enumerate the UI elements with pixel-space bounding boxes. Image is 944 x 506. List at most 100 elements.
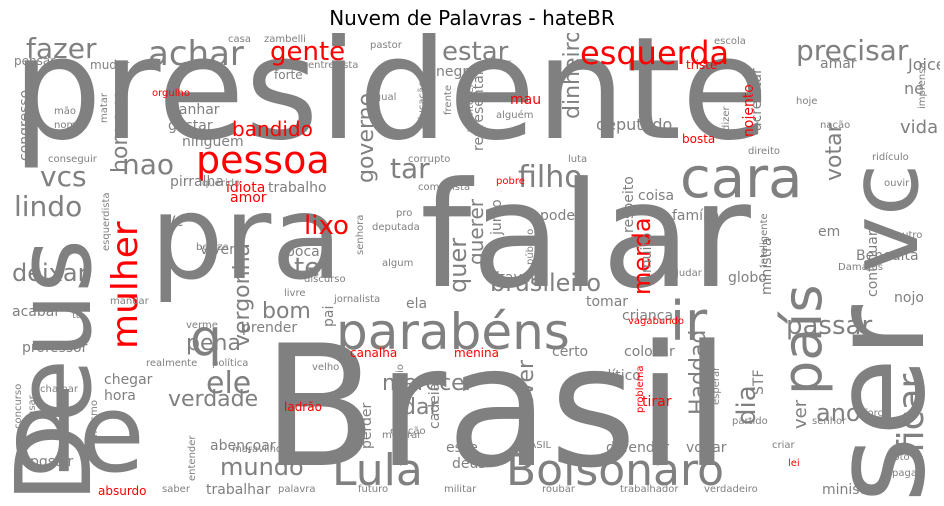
word-mesmo: mesmo — [89, 400, 100, 437]
word-corrupto: corrupto — [408, 154, 451, 165]
word-vcs: vcs — [40, 160, 87, 193]
word-mandar: mandar — [110, 296, 149, 307]
word-querido: querido — [202, 178, 241, 189]
word-pro: pro — [396, 208, 413, 219]
word-nojo: nojo — [894, 290, 924, 306]
word-ninguem: ninguém — [182, 134, 244, 150]
word-abencoar: abençoar — [210, 438, 276, 454]
word-cadeia: cadeia — [427, 382, 443, 429]
word-hoje: hoje — [796, 96, 818, 107]
word-parar: parar — [484, 58, 511, 69]
word-mau: mau — [510, 92, 542, 108]
word-ele: ele — [206, 366, 252, 401]
word-esquerdista: esquerdista — [101, 192, 112, 251]
word-bosta: bosta — [682, 132, 716, 146]
word-ter: ter — [294, 253, 331, 283]
word-presidente: presidente — [12, 33, 769, 172]
word-mundo: mundo — [220, 453, 304, 481]
word-merecer: merecer — [382, 371, 474, 396]
word-perder: perder — [359, 402, 375, 449]
word-certo: certo — [552, 344, 589, 360]
word-stf: STF — [751, 369, 767, 396]
word-jornalista: jornalista — [334, 294, 381, 305]
word-brasil2: BRASIL — [516, 440, 552, 451]
word-menina: menina — [454, 346, 499, 360]
word-bom: bom — [262, 299, 311, 324]
word-vagabundo: vagabundo — [628, 316, 685, 327]
word-esperar: esperar — [711, 366, 722, 405]
word-lixo: lixo — [304, 211, 349, 241]
word-bandido: bandido — [232, 117, 313, 141]
word-cara: cara — [680, 146, 803, 211]
word-mudar: mudar — [90, 58, 130, 72]
word-mulher: mulher — [105, 221, 146, 349]
word-dinheiro: dinheiro — [560, 33, 585, 119]
word-colocar: colocar — [624, 344, 675, 360]
word-canalha: canalha — [350, 346, 398, 360]
word-negro: negro — [436, 64, 477, 80]
word-discurso: discurso — [304, 274, 346, 285]
word-tar: tar — [390, 152, 430, 185]
word-parabens: parabéns — [336, 303, 570, 361]
word-trabalhador: trabalhador — [620, 484, 679, 495]
word-criar: criar — [772, 440, 795, 451]
word-trabalhar: trabalhar — [206, 482, 271, 498]
word-pobre: pobre — [496, 176, 525, 187]
word-futuro: futuro — [358, 484, 389, 495]
word-poder: poder — [540, 208, 581, 224]
word-ta: ta — [72, 310, 83, 321]
word-frente: frente — [443, 85, 454, 115]
word-vida: vida — [900, 117, 939, 138]
word-concurso: concurso — [13, 383, 24, 429]
word-votar: votar — [822, 123, 847, 181]
word-precisar: precisar — [796, 34, 909, 67]
word-ouvir: ouvir — [884, 178, 910, 189]
word-outro: outro — [896, 230, 923, 241]
word-comentario: comentário — [395, 364, 406, 421]
word-idiota: idiota — [226, 180, 266, 196]
word-gostar: gostar — [168, 118, 213, 134]
word-pt: PT — [490, 272, 505, 286]
word-muito: muito — [639, 232, 655, 273]
word-beleza: beleza — [196, 242, 229, 253]
word-direito: direito — [748, 146, 780, 157]
word-entrevista: entrevista — [308, 60, 359, 71]
word-pra: pra — [150, 171, 343, 306]
word-trabalho: trabalho — [268, 180, 327, 196]
word-pai: pai — [321, 305, 337, 327]
word-globo: globo — [728, 270, 767, 286]
word-tirar: tirar — [642, 394, 672, 410]
word-professor: professor — [22, 340, 88, 356]
word-acreditar: acreditar — [749, 68, 765, 131]
word-educacao: educação — [417, 80, 428, 129]
word-filho: filho — [518, 160, 583, 195]
word-ficar: ficar — [891, 373, 932, 453]
word-ladrao: ladrão — [284, 400, 322, 414]
word-ministro: ministro — [822, 482, 880, 498]
word-acabar: acabar — [12, 304, 61, 320]
word-esquerda: esquerda — [580, 34, 730, 72]
word-deputada: deputada — [372, 222, 420, 233]
word-usar: usar — [27, 395, 38, 417]
word-foto: foto — [890, 452, 910, 463]
word-comunista: comunista — [418, 182, 471, 193]
word-pessoa: pessoa — [196, 138, 330, 182]
word-palavra: palavra — [278, 484, 316, 495]
word-joice: Joice — [908, 55, 940, 74]
word-senhor: senhor — [812, 416, 847, 427]
word-gente: gente — [270, 37, 346, 67]
word-mao: mão — [54, 106, 76, 117]
word-ne: né — [904, 79, 924, 98]
word-pastor: pastor — [370, 40, 402, 51]
word-verme: verme — [186, 320, 218, 331]
word-haver: haver — [496, 270, 537, 286]
word-pena: pena — [186, 331, 241, 356]
word-viver: viver — [200, 242, 235, 258]
word-haddad: Haddad — [686, 329, 711, 415]
word-familia: família — [672, 208, 720, 224]
word-tomar: tomar — [586, 294, 629, 310]
word-dever: dever — [514, 359, 539, 423]
word-igual: igual — [372, 92, 397, 103]
word-q: q — [190, 309, 222, 367]
word-lei: lei — [788, 458, 800, 469]
